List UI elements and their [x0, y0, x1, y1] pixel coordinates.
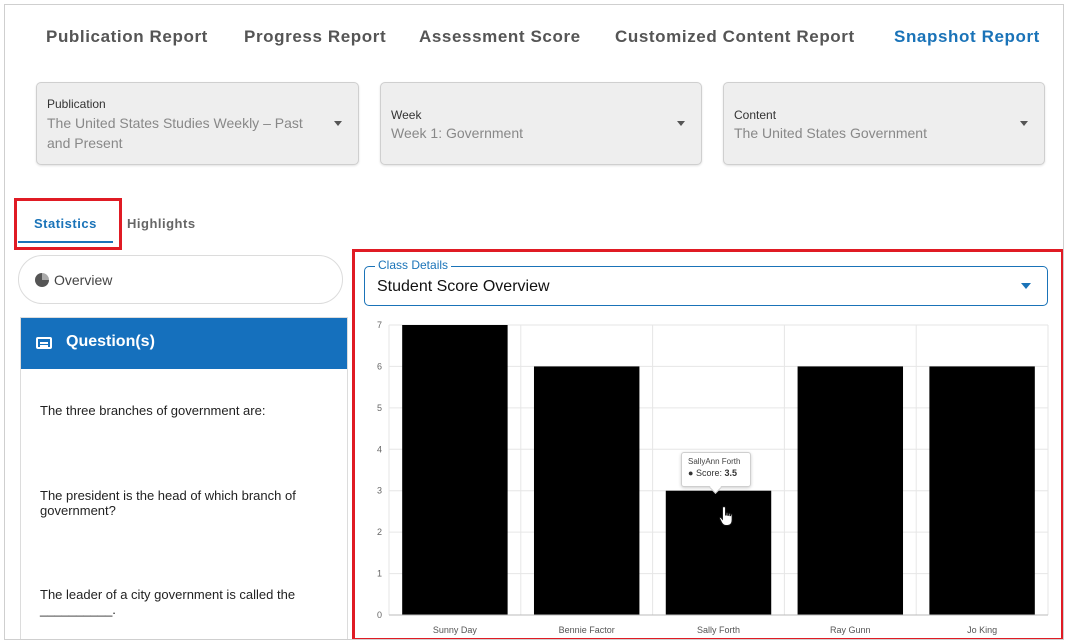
week-value: Week 1: Government [391, 125, 524, 141]
nav-publication-report[interactable]: Publication Report [46, 27, 208, 46]
chevron-down-icon [1020, 121, 1028, 126]
bar[interactable] [402, 325, 508, 615]
chevron-down-icon [1021, 283, 1031, 289]
tooltip-student-name: SallyAnn Forth [688, 457, 741, 466]
y-tick-label: 3 [377, 486, 382, 496]
content-select[interactable]: Content The United States Government [723, 82, 1045, 165]
questions-title: Question(s) [66, 333, 155, 350]
y-tick-label: 7 [377, 320, 382, 330]
class-details-label: Class Details [375, 258, 452, 272]
tooltip-score-value: 3.5 [724, 468, 737, 478]
question-text: The president is the head of which branc… [40, 488, 296, 503]
tab-highlights[interactable]: Highlights [127, 216, 196, 231]
y-tick-label: 6 [377, 361, 382, 371]
x-tick-label: Jo King [967, 625, 997, 635]
questions-panel: Question(s) The three branches of govern… [20, 317, 348, 639]
chevron-down-icon [334, 121, 342, 126]
content-value: The United States Government [734, 125, 927, 141]
publication-label: Publication [47, 97, 106, 111]
y-tick-label: 4 [377, 444, 382, 454]
report-frame: Publication Report Progress Report Asses… [4, 4, 1064, 640]
overview-label: Overview [54, 272, 113, 288]
question-item[interactable]: The leader of a city government is calle… [40, 587, 335, 617]
list-card-icon [36, 337, 52, 349]
publication-value-line2: and Present [47, 135, 123, 151]
question-text-cont: __________. [40, 602, 116, 617]
class-details-select[interactable]: Class Details Student Score Overview [364, 258, 1048, 306]
y-tick-label: 5 [377, 403, 382, 413]
content-label: Content [734, 108, 777, 122]
x-tick-label: Bennie Factor [559, 625, 615, 635]
nav-assessment-score[interactable]: Assessment Score [419, 27, 581, 46]
questions-header: Question(s) [21, 318, 347, 369]
y-tick-label: 1 [377, 569, 382, 579]
bar[interactable] [533, 366, 640, 615]
question-text: The leader of a city government is calle… [40, 587, 296, 602]
bar[interactable] [797, 366, 904, 615]
tooltip-score-label: Score: [695, 468, 722, 478]
question-text-cont: government? [40, 503, 116, 518]
week-label: Week [391, 108, 422, 122]
nav-progress-report[interactable]: Progress Report [244, 27, 387, 46]
nav-customized-content-report[interactable]: Customized Content Report [615, 27, 855, 46]
publication-value-line1: The United States Studies Weekly – Past [47, 115, 303, 131]
tab-statistics[interactable]: Statistics [34, 216, 97, 231]
report-nav: Publication Report Progress Report Asses… [5, 27, 1063, 51]
x-tick-label: Ray Gunn [830, 625, 871, 635]
y-tick-label: 0 [377, 610, 382, 620]
chevron-down-icon [677, 121, 685, 126]
question-item[interactable]: The president is the head of which branc… [40, 488, 335, 518]
pie-chart-icon [35, 273, 49, 287]
hand-pointer-icon [718, 505, 733, 527]
question-text: The three branches of government are: [40, 403, 266, 418]
x-tick-label: Sally Forth [697, 625, 740, 635]
x-tick-label: Sunny Day [433, 625, 478, 635]
nav-snapshot-report[interactable]: Snapshot Report [894, 27, 1040, 46]
publication-select[interactable]: Publication The United States Studies We… [36, 82, 359, 165]
bar[interactable] [665, 490, 772, 615]
y-tick-label: 2 [377, 527, 382, 537]
chart-tooltip: SallyAnn Forth ● Score: 3.5 [681, 452, 751, 487]
week-select[interactable]: Week Week 1: Government [380, 82, 702, 165]
bar[interactable] [929, 366, 1035, 615]
question-item[interactable]: The three branches of government are: [40, 403, 335, 418]
tab-active-indicator [18, 241, 113, 243]
student-score-chart: 0 1 2 3 4 5 6 7 Sunny Day Bennie Factor Sally Fort… [377, 320, 1049, 635]
tooltip-score: ● Score: 3.5 [688, 468, 737, 478]
class-details-value: Student Score Overview [377, 278, 550, 295]
overview-button[interactable]: Overview [18, 255, 343, 304]
